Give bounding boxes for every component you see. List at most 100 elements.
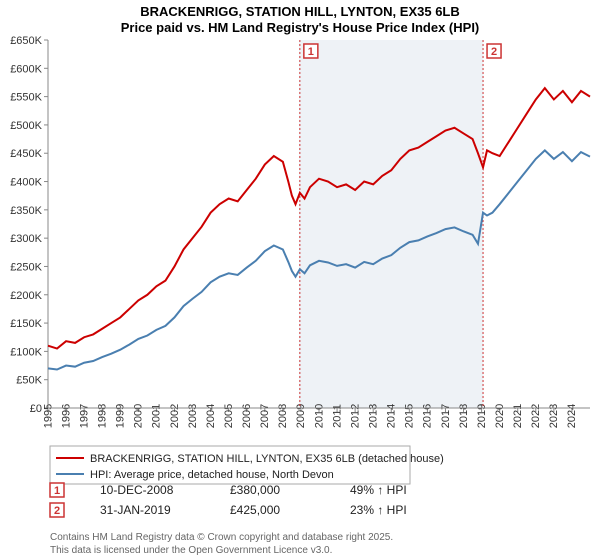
y-tick: £550K bbox=[10, 92, 48, 104]
svg-text:2006: 2006 bbox=[241, 404, 253, 428]
svg-text:2004: 2004 bbox=[205, 404, 217, 428]
footer-text: Contains HM Land Registry data © Crown c… bbox=[50, 532, 393, 556]
marker-badge-label: 1 bbox=[308, 46, 314, 58]
x-tick: 2008 bbox=[277, 404, 289, 428]
y-tick: £150K bbox=[10, 318, 48, 330]
x-tick: 2022 bbox=[530, 404, 542, 428]
x-tick: 2003 bbox=[187, 404, 199, 428]
svg-text:2018: 2018 bbox=[458, 404, 470, 428]
svg-text:£400K: £400K bbox=[10, 177, 42, 189]
svg-text:2015: 2015 bbox=[404, 404, 416, 428]
data-row-delta: 49% ↑ HPI bbox=[350, 483, 407, 497]
svg-text:2010: 2010 bbox=[313, 404, 325, 428]
data-row-date: 31-JAN-2019 bbox=[100, 503, 171, 517]
y-tick: £650K bbox=[10, 35, 48, 47]
y-tick: £600K bbox=[10, 63, 48, 75]
data-row-price: £425,000 bbox=[230, 503, 280, 517]
svg-text:2023: 2023 bbox=[548, 404, 560, 428]
svg-text:2019: 2019 bbox=[476, 404, 488, 428]
svg-text:1996: 1996 bbox=[60, 404, 72, 428]
svg-text:2020: 2020 bbox=[494, 404, 506, 428]
x-tick: 2007 bbox=[259, 404, 271, 428]
x-tick: 2019 bbox=[476, 404, 488, 428]
x-tick: 2016 bbox=[422, 404, 434, 428]
svg-text:2000: 2000 bbox=[133, 404, 145, 428]
svg-text:£0: £0 bbox=[30, 403, 42, 415]
chart-svg: £0 £50K £100K £150K £200K £250K £300K £350K £400… bbox=[0, 0, 600, 560]
x-tick: 2013 bbox=[368, 404, 380, 428]
x-tick: 1999 bbox=[115, 404, 127, 428]
svg-text:2001: 2001 bbox=[151, 404, 163, 428]
data-row: 2 31-JAN-2019 £425,000 23% ↑ HPI bbox=[50, 503, 407, 517]
x-tick: 2020 bbox=[494, 404, 506, 428]
x-tick: 2023 bbox=[548, 404, 560, 428]
svg-text:£650K: £650K bbox=[10, 35, 42, 47]
svg-text:1997: 1997 bbox=[78, 404, 90, 428]
x-tick: 1996 bbox=[60, 404, 72, 428]
data-row: 110-DEC-2008£380,00049% ↑ HPI bbox=[50, 483, 407, 497]
x-tick: 1997 bbox=[78, 404, 90, 428]
svg-text:Contains HM Land Registry data: Contains HM Land Registry data © Crown c… bbox=[50, 532, 393, 543]
svg-text:1: 1 bbox=[54, 485, 60, 497]
x-tick: 1998 bbox=[96, 404, 108, 428]
marker-badge-label: 2 bbox=[491, 46, 497, 58]
y-tick: £250K bbox=[10, 261, 48, 273]
y-tick: £500K bbox=[10, 120, 48, 132]
svg-text:2014: 2014 bbox=[386, 404, 398, 428]
svg-text:2017: 2017 bbox=[440, 404, 452, 428]
legend-label: HPI: Average price, detached house, Nort… bbox=[90, 469, 334, 481]
svg-text:This data is licensed under th: This data is licensed under the Open Gov… bbox=[50, 545, 332, 556]
svg-text:2009: 2009 bbox=[295, 404, 307, 428]
highlight-band bbox=[299, 40, 483, 408]
svg-text:£200K: £200K bbox=[10, 290, 42, 302]
svg-text:2: 2 bbox=[54, 505, 60, 517]
y-tick: £100K bbox=[10, 346, 48, 358]
svg-text:£300K: £300K bbox=[10, 233, 42, 245]
y-tick: £200K bbox=[10, 290, 48, 302]
x-tick: 2001 bbox=[151, 404, 163, 428]
x-tick: 2000 bbox=[133, 404, 145, 428]
x-tick: 2012 bbox=[349, 404, 361, 428]
legend-label: BRACKENRIGG, STATION HILL, LYNTON, EX35 … bbox=[90, 453, 444, 465]
y-tick: £400K bbox=[10, 177, 48, 189]
svg-text:2008: 2008 bbox=[277, 404, 289, 428]
data-row-price: £380,000 bbox=[230, 483, 280, 497]
svg-text:£150K: £150K bbox=[10, 318, 42, 330]
svg-text:£600K: £600K bbox=[10, 63, 42, 75]
svg-text:£100K: £100K bbox=[10, 346, 42, 358]
x-tick: 2017 bbox=[440, 404, 452, 428]
svg-text:2016: 2016 bbox=[422, 404, 434, 428]
x-tick: 2024 bbox=[566, 404, 578, 428]
x-tick: 2006 bbox=[241, 404, 253, 428]
svg-text:£350K: £350K bbox=[10, 205, 42, 217]
x-tick: 2014 bbox=[386, 404, 398, 428]
x-tick: 2015 bbox=[404, 404, 416, 428]
svg-text:2024: 2024 bbox=[566, 404, 578, 428]
x-tick: 2021 bbox=[512, 404, 524, 428]
svg-text:2022: 2022 bbox=[530, 404, 542, 428]
svg-text:£450K: £450K bbox=[10, 148, 42, 160]
x-tick: 2009 bbox=[295, 404, 307, 428]
svg-text:2013: 2013 bbox=[368, 404, 380, 428]
x-tick: 2005 bbox=[223, 404, 235, 428]
chart-container: BRACKENRIGG, STATION HILL, LYNTON, EX35 … bbox=[0, 0, 600, 560]
y-tick: £350K bbox=[10, 205, 48, 217]
svg-text:2012: 2012 bbox=[349, 404, 361, 428]
y-tick: £50K bbox=[16, 375, 48, 387]
svg-text:£50K: £50K bbox=[16, 375, 42, 387]
x-tick: 2002 bbox=[169, 404, 181, 428]
svg-text:1998: 1998 bbox=[96, 404, 108, 428]
svg-text:£500K: £500K bbox=[10, 120, 42, 132]
y-tick: £450K bbox=[10, 148, 48, 160]
svg-text:2003: 2003 bbox=[187, 404, 199, 428]
x-tick: 2018 bbox=[458, 404, 470, 428]
svg-text:£550K: £550K bbox=[10, 92, 42, 104]
y-tick: £300K bbox=[10, 233, 48, 245]
x-tick: 2010 bbox=[313, 404, 325, 428]
svg-text:1999: 1999 bbox=[115, 404, 127, 428]
data-row-delta: 23% ↑ HPI bbox=[350, 503, 407, 517]
svg-text:2002: 2002 bbox=[169, 404, 181, 428]
svg-text:2005: 2005 bbox=[223, 404, 235, 428]
svg-text:2007: 2007 bbox=[259, 404, 271, 428]
x-tick: 2004 bbox=[205, 404, 217, 428]
